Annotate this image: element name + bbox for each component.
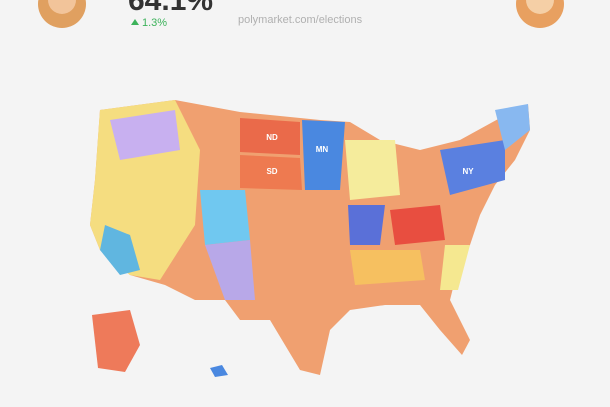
mn-state [302, 120, 345, 190]
change: 1.3% [142, 17, 167, 29]
avatar-face [48, 0, 76, 14]
ne-region [495, 104, 530, 150]
wi-region [345, 140, 400, 200]
continental-us [90, 100, 530, 375]
oh-region [390, 205, 445, 245]
il-region [348, 205, 385, 245]
avatar-face [526, 0, 554, 14]
sd-state [240, 155, 302, 190]
co-region [200, 190, 250, 245]
state-label: SD [266, 167, 277, 176]
south-region [350, 250, 425, 285]
url[interactable]: polymarket.com/elections [238, 14, 363, 26]
alaska [92, 310, 140, 372]
state-label: MN [316, 145, 329, 154]
ny-state [440, 140, 505, 195]
ca-region [100, 225, 140, 275]
nw-region [110, 110, 180, 160]
probability: 64.1% [128, 0, 213, 17]
hawaii [210, 365, 228, 377]
state-label: ND [266, 133, 278, 142]
se-region [440, 245, 470, 290]
us-map: ND SD MN NY [90, 100, 530, 377]
state-label: NY [462, 167, 474, 176]
nm-region [205, 240, 255, 300]
up-arrow [131, 19, 139, 25]
nd-state [240, 118, 300, 155]
